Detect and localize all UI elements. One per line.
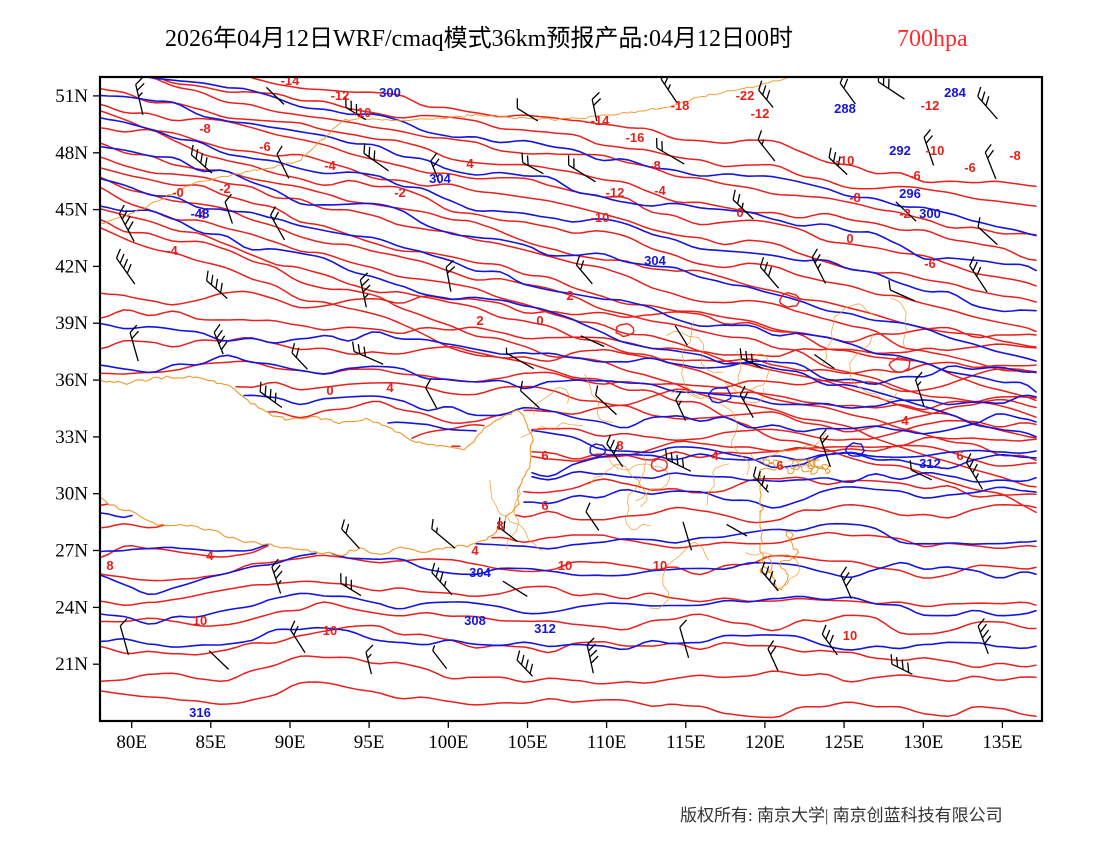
svg-text:10: 10 (653, 558, 667, 573)
svg-text:85E: 85E (195, 732, 226, 753)
svg-text:10: 10 (558, 558, 572, 573)
svg-text:10: 10 (843, 628, 857, 643)
svg-text:-22: -22 (736, 88, 755, 103)
svg-text:8: 8 (496, 518, 503, 533)
svg-text:0: 0 (736, 205, 743, 220)
svg-text:6: 6 (541, 448, 548, 463)
svg-text:0: 0 (846, 231, 853, 246)
svg-text:45N: 45N (55, 200, 88, 221)
svg-text:2: 2 (566, 288, 573, 303)
svg-text:288: 288 (834, 101, 856, 116)
svg-text:6: 6 (541, 498, 548, 513)
svg-text:100E: 100E (428, 732, 468, 753)
svg-text:4: 4 (901, 413, 909, 428)
svg-text:-8: -8 (199, 121, 211, 136)
svg-text:39N: 39N (55, 313, 88, 334)
svg-text:-8: -8 (1009, 148, 1021, 163)
svg-text:-4: -4 (324, 158, 336, 173)
svg-text:4: 4 (471, 543, 479, 558)
svg-text:0: 0 (536, 313, 543, 328)
svg-text:版权所有: 南京大学| 南京创蓝科技有限公司: 版权所有: 南京大学| 南京创蓝科技有限公司 (680, 806, 1003, 825)
svg-text:-14: -14 (591, 113, 611, 128)
svg-text:-10: -10 (591, 210, 610, 225)
svg-text:110E: 110E (587, 732, 626, 753)
svg-text:700hpa: 700hpa (897, 26, 968, 52)
svg-text:-12: -12 (751, 106, 770, 121)
svg-text:8: 8 (106, 558, 113, 573)
svg-text:300: 300 (379, 85, 401, 100)
svg-text:125E: 125E (824, 732, 864, 753)
svg-text:24N: 24N (55, 597, 88, 618)
svg-text:120E: 120E (745, 732, 785, 753)
svg-text:4: 4 (466, 156, 474, 171)
svg-text:-6: -6 (964, 160, 976, 175)
svg-text:6: 6 (956, 448, 963, 463)
svg-text:135E: 135E (982, 732, 1022, 753)
svg-text:-4: -4 (166, 243, 178, 258)
svg-text:130E: 130E (903, 732, 943, 753)
svg-text:105E: 105E (507, 732, 547, 753)
svg-text:300: 300 (919, 206, 941, 221)
svg-text:90E: 90E (275, 732, 306, 753)
svg-text:4: 4 (386, 380, 394, 395)
svg-text:-2: -2 (394, 185, 406, 200)
svg-text:292: 292 (889, 143, 911, 158)
svg-text:-8: -8 (849, 190, 861, 205)
svg-text:10: 10 (323, 623, 337, 638)
svg-text:21N: 21N (55, 654, 88, 675)
svg-text:312: 312 (534, 621, 556, 636)
svg-text:316: 316 (189, 705, 211, 720)
svg-text:4: 4 (206, 548, 214, 563)
svg-text:-16: -16 (626, 130, 645, 145)
svg-text:-6: -6 (909, 168, 921, 183)
svg-text:312: 312 (919, 456, 941, 471)
svg-text:80E: 80E (116, 732, 147, 753)
svg-text:-4: -4 (654, 183, 666, 198)
svg-text:115E: 115E (666, 732, 705, 753)
svg-text:-2: -2 (219, 181, 231, 196)
svg-text:-10: -10 (353, 105, 372, 120)
svg-text:304: 304 (644, 253, 666, 268)
svg-text:-10: -10 (926, 143, 945, 158)
svg-text:4: 4 (711, 448, 719, 463)
svg-text:10: 10 (193, 613, 207, 628)
svg-text:27N: 27N (55, 541, 88, 562)
svg-text:-12: -12 (921, 98, 940, 113)
svg-text:-6: -6 (259, 139, 271, 154)
svg-text:-10: -10 (836, 153, 855, 168)
svg-text:2: 2 (476, 313, 483, 328)
svg-text:304: 304 (429, 171, 451, 186)
svg-text:0: 0 (326, 383, 333, 398)
svg-text:36N: 36N (55, 370, 88, 391)
svg-text:6: 6 (776, 458, 783, 473)
svg-text:2026年04月12日WRF/cmaq模式36km预报产品:: 2026年04月12日WRF/cmaq模式36km预报产品:04月12日00时 (165, 25, 793, 52)
svg-text:-18: -18 (671, 98, 690, 113)
svg-text:-12: -12 (331, 88, 350, 103)
svg-text:8: 8 (616, 438, 623, 453)
svg-text:51N: 51N (55, 86, 88, 107)
svg-text:296: 296 (899, 186, 921, 201)
svg-text:284: 284 (944, 85, 966, 100)
svg-text:304: 304 (469, 565, 491, 580)
svg-text:33N: 33N (55, 427, 88, 448)
svg-text:-6: -6 (924, 256, 936, 271)
svg-text:308: 308 (464, 613, 486, 628)
svg-text:95E: 95E (354, 732, 385, 753)
svg-text:-48: -48 (191, 206, 210, 221)
svg-text:42N: 42N (55, 256, 88, 277)
svg-text:-2: -2 (899, 206, 911, 221)
svg-text:48N: 48N (55, 143, 88, 164)
svg-text:-0: -0 (172, 185, 184, 200)
svg-text:-12: -12 (606, 185, 625, 200)
svg-text:30N: 30N (55, 484, 88, 505)
svg-text:-8: -8 (649, 158, 661, 173)
